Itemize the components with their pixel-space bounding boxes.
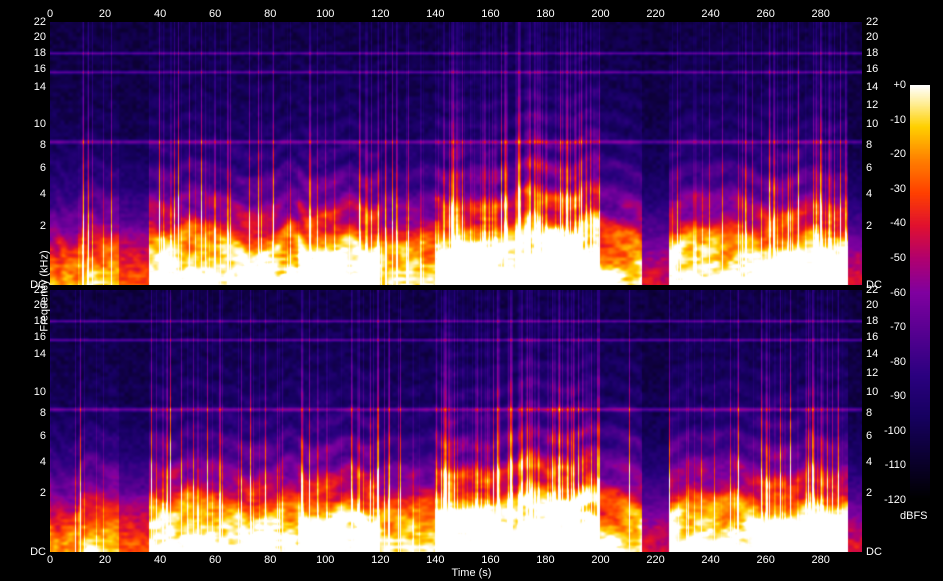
axis-tick: 20 bbox=[866, 31, 878, 43]
axis-tick: 2 bbox=[866, 220, 872, 232]
axis-tick: 2 bbox=[866, 487, 872, 499]
axis-tick: 0 bbox=[47, 8, 53, 20]
axis-tick: 20 bbox=[99, 554, 111, 566]
axis-tick: 22 bbox=[34, 16, 46, 28]
axis-tick: 6 bbox=[866, 430, 872, 442]
axis-tick: -60 bbox=[890, 287, 906, 299]
axis-tick: 160 bbox=[481, 554, 499, 566]
axis-tick: 20 bbox=[34, 299, 46, 311]
axis-tick: 100 bbox=[316, 8, 334, 20]
axis-tick: 8 bbox=[866, 139, 872, 151]
axis-tick: 10 bbox=[34, 118, 46, 130]
axis-tick: 6 bbox=[40, 430, 46, 442]
axis-tick: 14 bbox=[866, 348, 878, 360]
axis-tick: -70 bbox=[890, 321, 906, 333]
axis-tick: 120 bbox=[371, 554, 389, 566]
axis-tick: 60 bbox=[209, 554, 221, 566]
axis-tick: -40 bbox=[890, 217, 906, 229]
axis-tick: 2 bbox=[40, 487, 46, 499]
axis-tick: 200 bbox=[591, 8, 609, 20]
axis-tick: 100 bbox=[316, 554, 334, 566]
axis-tick: 180 bbox=[536, 8, 554, 20]
spectrogram-channel-1 bbox=[50, 22, 862, 285]
axis-tick: 18 bbox=[866, 47, 878, 59]
axis-tick: 10 bbox=[34, 386, 46, 398]
axis-tick: 6 bbox=[40, 162, 46, 174]
axis-tick: 140 bbox=[426, 8, 444, 20]
axis-tick: 18 bbox=[34, 47, 46, 59]
axis-tick: 22 bbox=[34, 284, 46, 296]
axis-tick: -20 bbox=[890, 148, 906, 160]
axis-tick: -80 bbox=[890, 356, 906, 368]
axis-tick: 40 bbox=[154, 554, 166, 566]
axis-tick: 240 bbox=[701, 554, 719, 566]
axis-tick: 16 bbox=[866, 331, 878, 343]
axis-tick: 0 bbox=[47, 554, 53, 566]
axis-tick: 12 bbox=[866, 367, 878, 379]
axis-tick: 40 bbox=[154, 8, 166, 20]
axis-tick: -30 bbox=[890, 183, 906, 195]
axis-tick: 10 bbox=[866, 386, 878, 398]
axis-tick: 120 bbox=[371, 8, 389, 20]
axis-tick: 22 bbox=[866, 284, 878, 296]
axis-tick: -110 bbox=[885, 459, 906, 471]
axis-tick: 22 bbox=[866, 16, 878, 28]
axis-tick: 220 bbox=[646, 8, 664, 20]
axis-tick: 4 bbox=[40, 188, 46, 200]
axis-tick: -50 bbox=[890, 252, 906, 264]
axis-tick: 8 bbox=[40, 139, 46, 151]
axis-tick: 18 bbox=[866, 315, 878, 327]
spectrogram-channel-2 bbox=[50, 290, 862, 552]
axis-tick: 280 bbox=[812, 8, 830, 20]
axis-tick: 280 bbox=[812, 554, 830, 566]
axis-tick: 260 bbox=[756, 8, 774, 20]
axis-tick: 80 bbox=[264, 554, 276, 566]
axis-tick: 14 bbox=[34, 348, 46, 360]
axis-tick: 14 bbox=[34, 81, 46, 93]
axis-tick: 220 bbox=[646, 554, 664, 566]
axis-tick: 160 bbox=[481, 8, 499, 20]
axis-tick: DC bbox=[866, 546, 882, 558]
axis-tick: 2 bbox=[40, 220, 46, 232]
axis-tick: 240 bbox=[701, 8, 719, 20]
axis-tick: 14 bbox=[866, 81, 878, 93]
axis-tick: 20 bbox=[99, 8, 111, 20]
axis-tick: 18 bbox=[34, 315, 46, 327]
colorbar-unit-label: dBFS bbox=[900, 510, 928, 522]
axis-tick: 80 bbox=[264, 8, 276, 20]
axis-tick: 12 bbox=[866, 99, 878, 111]
x-axis-label: Time (s) bbox=[452, 567, 492, 579]
axis-tick: 140 bbox=[426, 554, 444, 566]
axis-tick: 4 bbox=[866, 188, 872, 200]
axis-tick: 260 bbox=[756, 554, 774, 566]
axis-tick: 16 bbox=[34, 63, 46, 75]
axis-tick: DC bbox=[30, 546, 46, 558]
axis-tick: -10 bbox=[890, 114, 906, 126]
axis-tick: 20 bbox=[866, 299, 878, 311]
axis-tick: 200 bbox=[591, 554, 609, 566]
axis-tick: 16 bbox=[34, 331, 46, 343]
axis-tick: 20 bbox=[34, 31, 46, 43]
axis-tick: 4 bbox=[40, 456, 46, 468]
axis-tick: 4 bbox=[866, 456, 872, 468]
axis-tick: 8 bbox=[40, 407, 46, 419]
axis-tick: 60 bbox=[209, 8, 221, 20]
axis-tick: 6 bbox=[866, 162, 872, 174]
axis-tick: 180 bbox=[536, 554, 554, 566]
axis-tick: 10 bbox=[866, 118, 878, 130]
axis-tick: -90 bbox=[890, 390, 906, 402]
axis-tick: -100 bbox=[884, 425, 906, 437]
colorbar bbox=[910, 85, 930, 500]
axis-tick: -120 bbox=[884, 494, 906, 506]
axis-tick: 16 bbox=[866, 63, 878, 75]
axis-tick: +0 bbox=[893, 79, 906, 91]
axis-tick: 8 bbox=[866, 407, 872, 419]
